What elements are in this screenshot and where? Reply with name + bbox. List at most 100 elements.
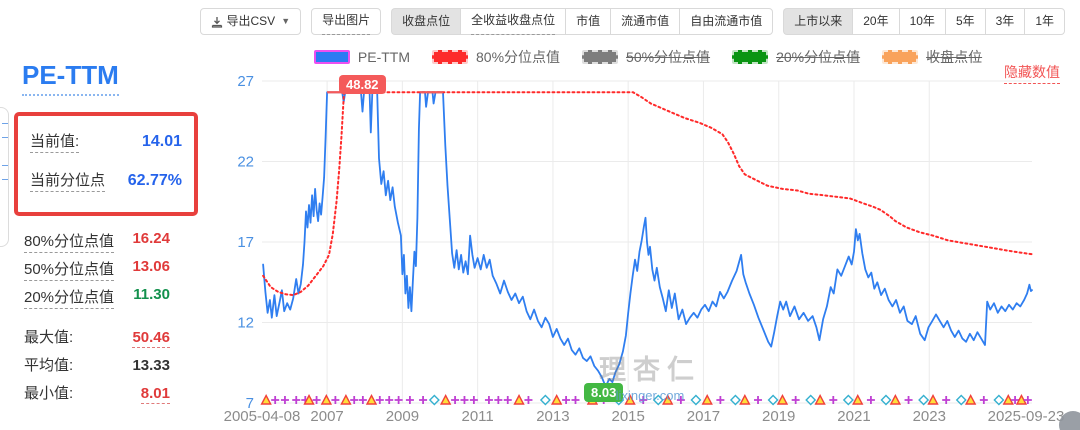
event-marker-plus-2[interactable] [280,396,289,404]
event-marker-triangle-5[interactable] [303,394,315,405]
range-button-0[interactable]: 上市以来 [783,8,853,35]
range-button-5[interactable]: 1年 [1024,8,1065,35]
event-marker-triangle-38[interactable] [662,394,674,405]
event-marker-plus-10[interactable] [350,396,359,404]
event-marker-plus-21[interactable] [460,396,469,404]
event-marker-plus-1[interactable] [271,396,280,404]
export-image-button[interactable]: 导出图片 [311,8,382,35]
stat-row-0: 最大值: 50.46 [24,326,170,354]
event-marker-diamond-37[interactable] [652,394,664,406]
page-title[interactable]: PE-TTM [22,60,119,96]
hide-values-link[interactable]: 隐藏数值 [1004,62,1060,84]
event-marker-triangle-19[interactable] [439,394,452,405]
range-button-2[interactable]: 10年 [898,8,945,35]
event-marker-plus-57[interactable] [904,396,913,404]
event-marker-diamond-58[interactable] [918,394,930,406]
value-mode-button-1[interactable]: 全收益收盘点位 [460,8,566,35]
event-marker-triangle-29[interactable] [551,394,563,405]
event-marker-plus-48[interactable] [791,396,800,404]
event-marker-plus-22[interactable] [469,396,478,404]
event-marker-plus-3[interactable] [292,396,301,404]
event-marker-plus-31[interactable] [571,396,580,404]
event-marker-triangle-26[interactable] [513,394,525,405]
event-marker-plus-66[interactable] [1011,396,1020,404]
range-button-1[interactable]: 20年 [852,8,899,35]
event-marker-diamond-46[interactable] [767,394,779,406]
event-marker-plus-11[interactable] [358,396,367,404]
event-marker-plus-45[interactable] [754,396,763,404]
max-value-badge: 48.82 [339,75,386,94]
legend-item-0[interactable]: PE-TTM [313,49,410,65]
event-marker-triangle-9[interactable] [340,394,352,405]
percentile-label-0[interactable]: 80%分位点值 [24,230,115,253]
event-marker-plus-17[interactable] [419,396,428,404]
range-button-4[interactable]: 3年 [984,8,1025,35]
event-marker-triangle-50[interactable] [814,394,826,405]
event-marker-diamond-55[interactable] [880,394,892,406]
event-marker-diamond-40[interactable] [690,394,702,406]
value-mode-button-2[interactable]: 市值 [565,8,611,35]
event-marker-diamond-52[interactable] [842,394,854,406]
series-line-percentile-80[interactable] [262,91,1033,297]
range-button-3[interactable]: 5年 [944,8,985,35]
percentile-value-1: 13.06 [132,258,170,275]
value-mode-button-3[interactable]: 流通市值 [610,8,680,35]
event-marker-plus-42[interactable] [716,396,725,404]
event-marker-plus-36[interactable] [639,396,648,404]
event-marker-plus-39[interactable] [676,396,685,404]
event-marker-plus-20[interactable] [451,396,460,404]
legend-item-1[interactable]: 80%分位点值 [432,47,560,67]
export-csv-button[interactable]: 导出CSV ▼ [199,8,302,35]
event-marker-triangle-0[interactable] [260,394,272,405]
event-marker-plus-30[interactable] [562,396,571,404]
legend-item-3[interactable]: 20%分位点值 [732,47,860,67]
event-marker-plus-15[interactable] [394,396,403,404]
series-line-pe-ttm[interactable] [262,91,1033,388]
event-marker-plus-8[interactable] [331,396,340,404]
percentile-label-1[interactable]: 50%分位点值 [24,258,115,281]
event-marker-plus-51[interactable] [829,396,838,404]
current-percentile-label[interactable]: 当前分位点 [30,169,106,192]
value-mode-button-4[interactable]: 自由流通市值 [679,8,774,35]
legend-item-2[interactable]: 50%分位点值 [582,47,710,67]
value-mode-button-0[interactable]: 收盘点位 [391,8,461,35]
event-marker-plus-14[interactable] [385,396,394,404]
event-marker-plus-63[interactable] [979,396,988,404]
corner-widget[interactable] [1059,411,1080,430]
event-marker-triangle-67[interactable] [1015,394,1028,405]
event-marker-triangle-12[interactable] [365,394,378,405]
event-marker-triangle-62[interactable] [964,394,977,405]
event-marker-plus-68[interactable] [1023,396,1032,404]
event-marker-plus-54[interactable] [866,396,875,404]
event-marker-triangle-65[interactable] [1002,394,1014,405]
event-marker-plus-13[interactable] [375,396,384,404]
event-marker-plus-6[interactable] [312,396,321,404]
event-marker-triangle-53[interactable] [852,394,864,405]
export-csv-label: 导出CSV [226,14,276,28]
event-marker-triangle-59[interactable] [927,394,939,405]
range-button-label-0: 上市以来 [794,14,843,28]
event-marker-plus-27[interactable] [524,396,533,404]
current-value-label[interactable]: 当前值: [30,130,80,153]
event-marker-plus-24[interactable] [494,396,503,404]
event-marker-triangle-47[interactable] [776,394,789,405]
percentile-label-2[interactable]: 20%分位点值 [24,286,115,309]
stat-label-0: 最大值: [24,329,74,346]
event-marker-plus-16[interactable] [405,396,414,404]
event-marker-triangle-41[interactable] [701,394,713,405]
event-marker-plus-25[interactable] [503,396,512,404]
event-marker-triangle-35[interactable] [624,394,636,405]
event-marker-diamond-28[interactable] [539,394,551,406]
event-marker-diamond-18[interactable] [428,394,440,406]
event-marker-diamond-64[interactable] [993,394,1005,406]
event-marker-diamond-61[interactable] [955,394,967,406]
legend-item-4[interactable]: 收盘点位 [882,47,982,67]
event-marker-diamond-49[interactable] [805,394,817,406]
event-marker-triangle-56[interactable] [889,394,902,405]
event-marker-plus-23[interactable] [484,396,493,404]
event-marker-triangle-7[interactable] [320,394,333,405]
event-marker-diamond-43[interactable] [729,394,741,406]
event-marker-triangle-44[interactable] [739,394,751,405]
event-marker-plus-60[interactable] [942,396,951,404]
